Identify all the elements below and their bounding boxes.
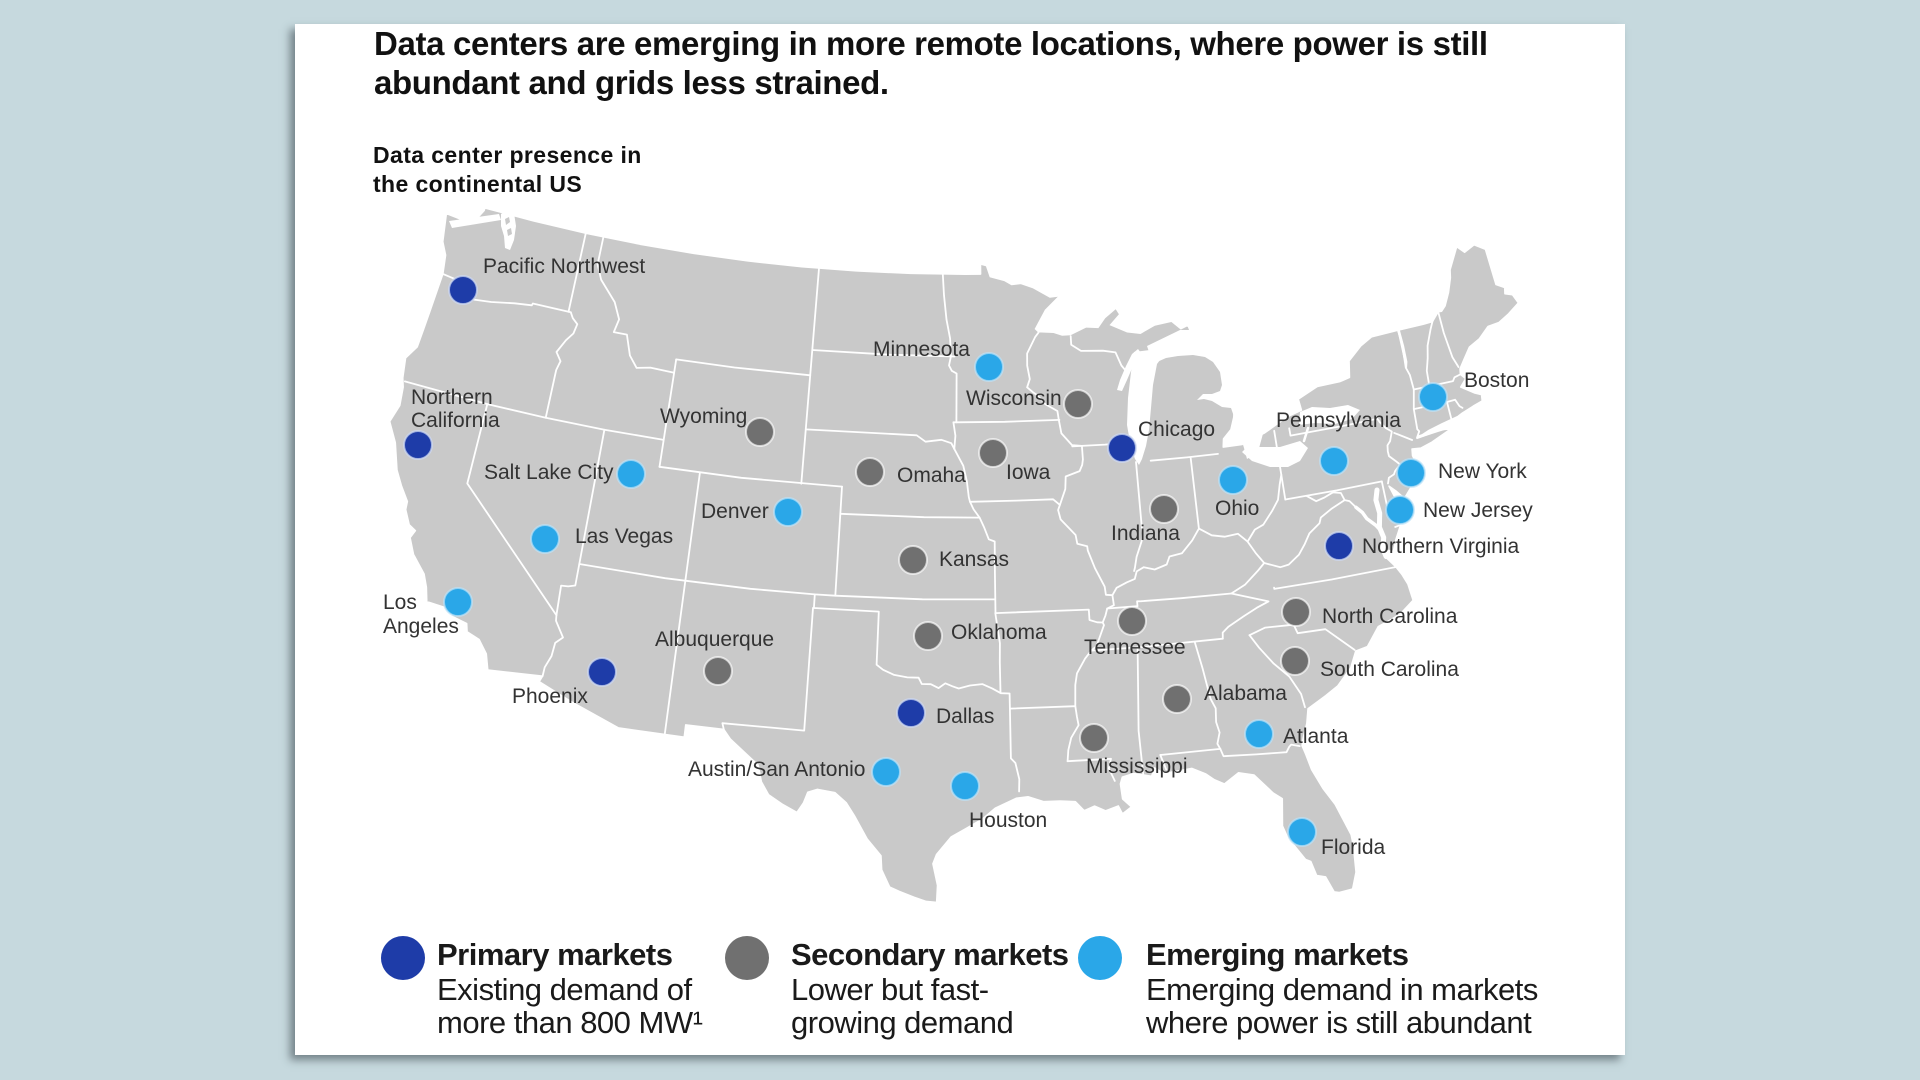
svg-text:Indiana: Indiana — [1111, 522, 1180, 545]
svg-text:California: California — [411, 409, 500, 432]
svg-text:Austin/San Antonio: Austin/San Antonio — [688, 758, 865, 781]
svg-text:Dallas: Dallas — [936, 705, 994, 728]
svg-text:Albuquerque: Albuquerque — [655, 628, 774, 651]
svg-text:Omaha: Omaha — [897, 464, 966, 487]
svg-text:South Carolina: South Carolina — [1320, 658, 1459, 681]
svg-text:Pacific Northwest: Pacific Northwest — [483, 255, 645, 278]
svg-text:Phoenix: Phoenix — [512, 685, 588, 708]
svg-text:Minnesota: Minnesota — [873, 338, 970, 361]
svg-text:Denver: Denver — [701, 500, 769, 523]
svg-text:Salt Lake City: Salt Lake City — [484, 461, 614, 484]
svg-text:Kansas: Kansas — [939, 548, 1009, 571]
svg-text:Houston: Houston — [969, 809, 1047, 832]
svg-text:Angeles: Angeles — [383, 615, 459, 638]
svg-text:Wisconsin: Wisconsin — [966, 387, 1062, 410]
svg-text:Alabama: Alabama — [1204, 682, 1287, 705]
svg-text:Iowa: Iowa — [1006, 461, 1051, 484]
svg-text:Los: Los — [383, 591, 417, 614]
svg-text:Florida: Florida — [1321, 836, 1386, 859]
svg-text:Boston: Boston — [1464, 369, 1529, 392]
svg-text:Oklahoma: Oklahoma — [951, 621, 1047, 644]
svg-text:Tennessee: Tennessee — [1084, 636, 1186, 659]
svg-text:Las Vegas: Las Vegas — [575, 525, 673, 548]
svg-text:Atlanta: Atlanta — [1283, 725, 1349, 748]
svg-text:New York: New York — [1438, 460, 1527, 483]
svg-text:Pennsylvania: Pennsylvania — [1276, 409, 1401, 432]
svg-text:Chicago: Chicago — [1138, 418, 1215, 441]
svg-text:Mississippi: Mississippi — [1086, 755, 1188, 778]
svg-text:Northern: Northern — [411, 386, 493, 409]
svg-text:North Carolina: North Carolina — [1322, 605, 1458, 628]
svg-text:New Jersey: New Jersey — [1423, 499, 1533, 522]
svg-text:Northern Virginia: Northern Virginia — [1362, 535, 1520, 558]
svg-text:Ohio: Ohio — [1215, 497, 1259, 520]
svg-text:Wyoming: Wyoming — [660, 405, 747, 428]
